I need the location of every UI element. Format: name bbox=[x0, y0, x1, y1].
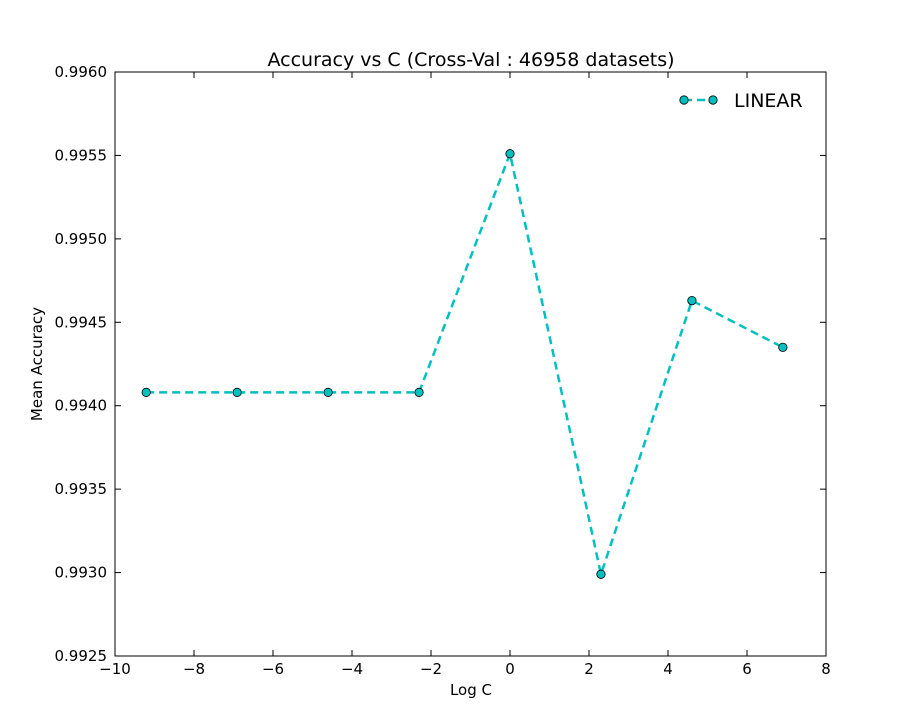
y-tick-label: 0.9960 bbox=[55, 63, 108, 81]
data-point bbox=[232, 387, 242, 397]
y-tick-label: 0.9935 bbox=[55, 480, 108, 498]
x-tick-label: 8 bbox=[821, 660, 831, 678]
x-tick: 2 bbox=[584, 72, 594, 678]
y-tick: 0.9950 bbox=[55, 230, 826, 248]
chart-title: Accuracy vs C (Cross-Val : 46958 dataset… bbox=[267, 49, 674, 71]
y-tick: 0.9955 bbox=[55, 146, 826, 164]
x-tick-label: −4 bbox=[341, 660, 363, 678]
x-tick: −8 bbox=[183, 72, 205, 678]
x-tick: −2 bbox=[420, 72, 442, 678]
legend: LINEAR bbox=[679, 90, 803, 112]
series-layer bbox=[141, 149, 788, 579]
y-tick-label: 0.9925 bbox=[55, 647, 108, 665]
y-tick: 0.9930 bbox=[55, 564, 826, 582]
x-tick-label: −6 bbox=[262, 660, 284, 678]
y-tick-label: 0.9955 bbox=[55, 146, 108, 164]
plot-area bbox=[115, 72, 826, 656]
x-tick-label: −10 bbox=[99, 660, 131, 678]
data-point bbox=[596, 569, 606, 579]
x-tick: 0 bbox=[505, 72, 515, 678]
x-axis-label: Log C bbox=[450, 681, 492, 699]
x-tick: −6 bbox=[262, 72, 284, 678]
data-point bbox=[687, 295, 697, 306]
data-point bbox=[505, 149, 515, 159]
y-tick-label: 0.9950 bbox=[55, 230, 108, 248]
legend-label-linear: LINEAR bbox=[734, 90, 803, 112]
x-tick-label: 2 bbox=[584, 660, 594, 678]
x-tick-label: 4 bbox=[663, 660, 673, 678]
data-point bbox=[323, 387, 333, 397]
x-tick-label: 0 bbox=[505, 660, 515, 678]
y-tick: 0.9935 bbox=[55, 480, 826, 498]
y-tick: 0.9945 bbox=[55, 313, 826, 331]
y-tick: 0.9940 bbox=[55, 397, 826, 415]
x-axis-ticks: −10 −8 −6 −4 −2 0 2 4 6 8 bbox=[99, 72, 831, 678]
y-axis-ticks: 0.9925 0.9930 0.9935 0.9940 0.9945 0.9950 0.99… bbox=[55, 63, 826, 665]
x-tick-label: −2 bbox=[420, 660, 442, 678]
plot-frame bbox=[114, 71, 827, 657]
y-tick-label: 0.9945 bbox=[55, 313, 108, 331]
data-point bbox=[778, 342, 788, 352]
legend-marker-right bbox=[708, 95, 718, 105]
x-tick: −4 bbox=[341, 72, 363, 678]
x-tick: 6 bbox=[742, 72, 752, 678]
y-tick-label: 0.9940 bbox=[55, 397, 108, 415]
y-axis-label: Mean Accuracy bbox=[28, 307, 46, 421]
x-tick-label: 6 bbox=[742, 660, 752, 678]
x-tick: 4 bbox=[663, 72, 673, 678]
data-point bbox=[414, 387, 424, 397]
y-tick-label: 0.9930 bbox=[55, 564, 108, 582]
data-point bbox=[141, 387, 151, 397]
legend-marker-left bbox=[679, 95, 689, 105]
x-tick-label: −8 bbox=[183, 660, 205, 678]
series-line-linear bbox=[146, 149, 784, 579]
